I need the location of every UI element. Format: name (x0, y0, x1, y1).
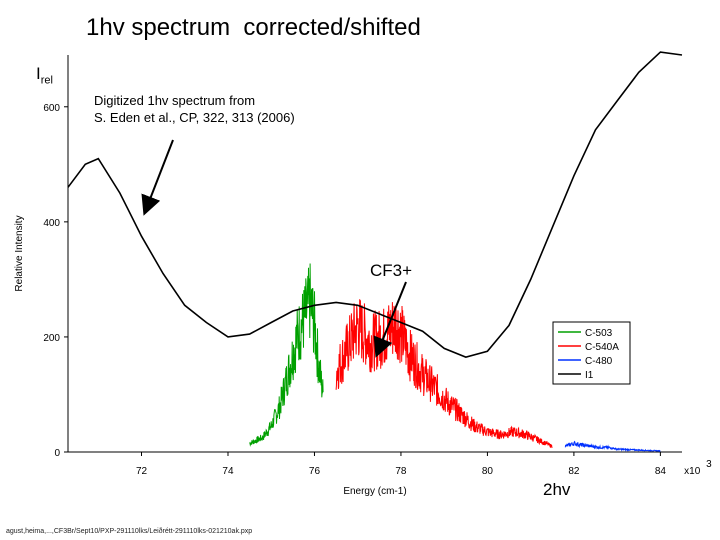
footer-path: agust,heima,...,CF3Br/Sept10/PXP-291110l… (6, 528, 253, 535)
series-line-c-540a (335, 299, 553, 449)
legend-label: I1 (585, 370, 594, 381)
irel-main: I (36, 64, 41, 83)
y-tick-label: 400 (43, 218, 60, 229)
legend-label: C-540A (585, 342, 619, 353)
y-tick-label: 200 (43, 333, 60, 344)
x-tick-label: 76 (309, 466, 321, 477)
x-tick-label: 72 (136, 466, 148, 477)
series-line-i1 (67, 51, 683, 358)
irel-label: Irel (36, 64, 53, 86)
series-line-c-480 (564, 440, 661, 452)
arrow-to-cf3 (373, 281, 407, 358)
source-note-line2: S. Eden et al., CP, 322, 313 (2006) (94, 110, 295, 125)
arrow-to-i1 (141, 139, 174, 216)
x-tick-label: 78 (395, 466, 407, 477)
x-tick-label: 74 (222, 466, 234, 477)
slide-title: 1hv spectrum corrected/shifted (86, 14, 421, 41)
series-line-c-503 (249, 263, 324, 447)
irel-sub: rel (40, 74, 53, 87)
source-note: Digitized 1hv spectrum from S. Eden et a… (94, 92, 295, 126)
twohv-label: 2hv (543, 480, 571, 499)
x-multiplier-exponent: 3 (706, 459, 712, 470)
y-axis-title: Relative Intensity (14, 215, 25, 291)
y-tick-label: 600 (43, 103, 60, 114)
legend-label: C-480 (585, 356, 613, 367)
x-multiplier-label: x10 (684, 466, 701, 477)
source-note-line1: Digitized 1hv spectrum from (94, 93, 256, 108)
x-tick-label: 82 (568, 466, 580, 477)
y-tick-label: 0 (54, 448, 60, 459)
legend-label: C-503 (585, 328, 613, 339)
x-axis-title: Energy (cm-1) (343, 486, 406, 497)
x-tick-label: 84 (655, 466, 667, 477)
cf3-label: CF3+ (370, 261, 413, 280)
x-tick-label: 80 (482, 466, 494, 477)
